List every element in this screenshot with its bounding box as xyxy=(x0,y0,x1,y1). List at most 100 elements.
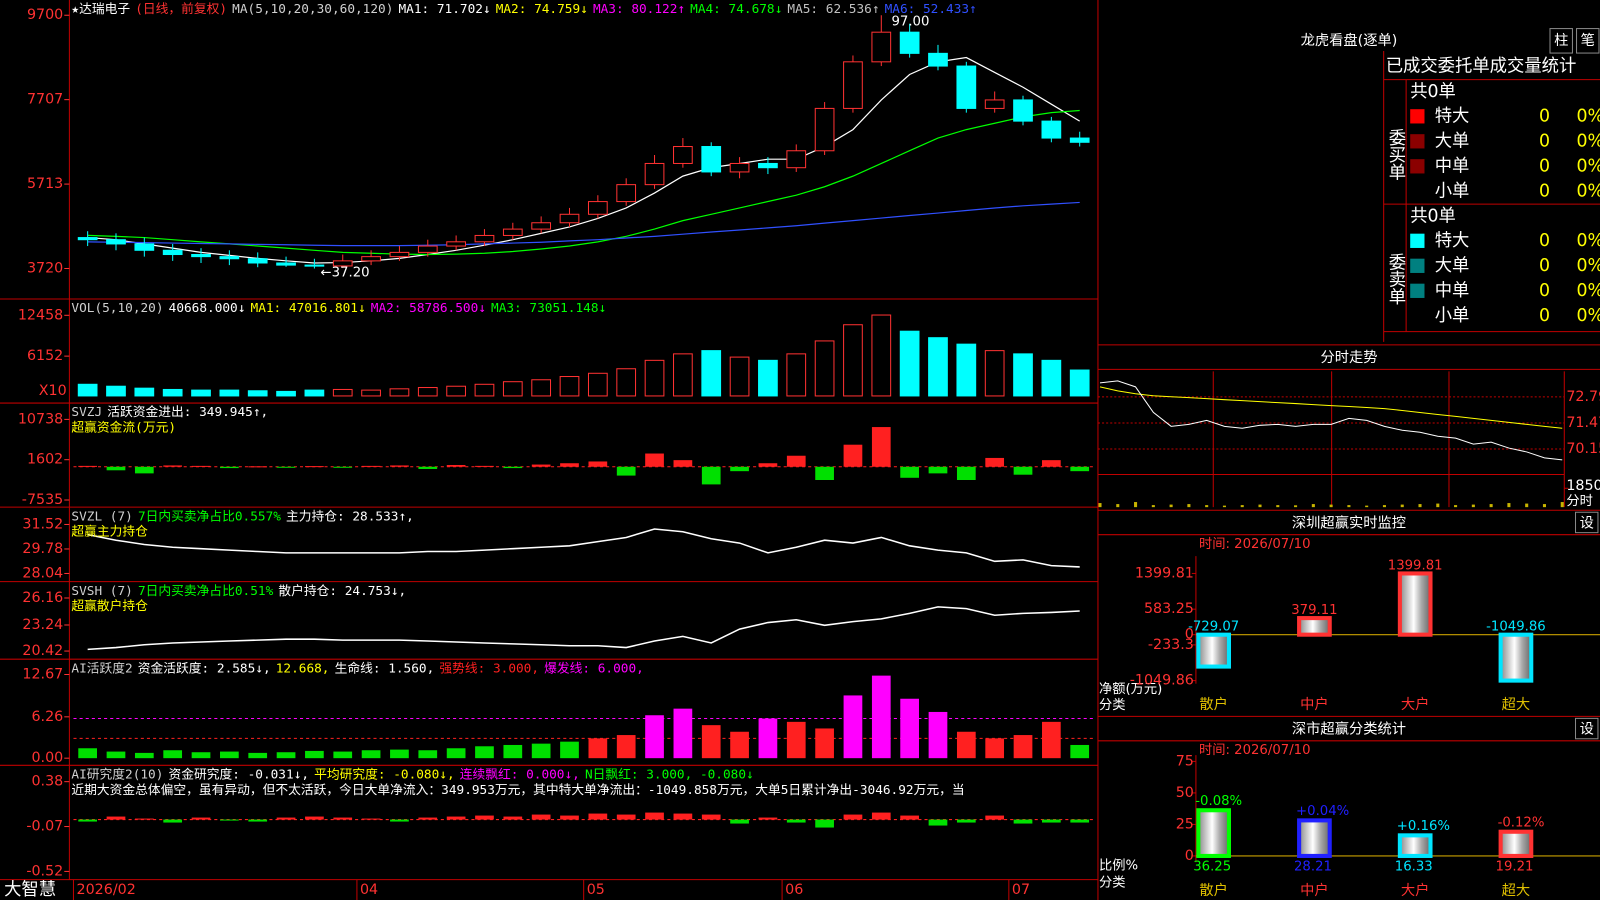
row-percent: 0% xyxy=(1577,281,1600,301)
legend-swatch xyxy=(1410,233,1425,248)
header-item: SVSH (7) xyxy=(71,583,132,598)
volume-bar xyxy=(814,340,835,397)
bar xyxy=(1397,833,1433,858)
candle-body xyxy=(134,243,155,251)
volume-bar xyxy=(871,314,892,397)
bar xyxy=(588,461,608,467)
volume-bar xyxy=(1471,504,1475,508)
volume-bar xyxy=(1311,504,1315,508)
row-percent: 0% xyxy=(1577,306,1600,326)
line xyxy=(87,528,1080,568)
header-item: MA1: 71.702↓ xyxy=(398,2,490,17)
candle-body xyxy=(701,146,722,173)
y-tick-label: -233.3 xyxy=(1148,637,1194,653)
x-tick-label: 2026/02 xyxy=(77,882,136,898)
x-tick-label: 超大 xyxy=(1502,882,1531,899)
bar xyxy=(758,463,778,467)
row-percent: 0% xyxy=(1577,181,1600,201)
bar xyxy=(673,708,693,759)
volume-bar xyxy=(162,388,183,397)
volume-bar xyxy=(956,343,977,397)
volume-bar xyxy=(191,389,211,397)
button[interactable] xyxy=(1575,511,1599,534)
candle-body xyxy=(1013,99,1033,122)
candle-body xyxy=(191,254,211,258)
panel-header: SVZJ 活跃资金进出: 349.945↑, xyxy=(71,404,268,420)
y-tick-label: -7535 xyxy=(22,492,63,508)
bar xyxy=(106,816,126,820)
bar xyxy=(786,721,806,759)
y-tick-label: 20.42 xyxy=(22,643,63,659)
section-title: 深圳超赢实时监控 xyxy=(1292,514,1406,531)
button-label[interactable]: 设 xyxy=(1580,514,1594,531)
button-label[interactable]: 笔 xyxy=(1581,32,1595,49)
line xyxy=(87,606,1080,651)
bar xyxy=(1498,632,1534,683)
bar xyxy=(276,817,296,820)
volume-bar xyxy=(1240,505,1244,508)
bar xyxy=(276,752,296,759)
button-label[interactable]: 柱 xyxy=(1554,32,1568,49)
bar xyxy=(758,718,778,759)
bar xyxy=(588,813,608,820)
volume-bar xyxy=(361,389,381,397)
bar xyxy=(305,816,324,820)
bar xyxy=(1297,818,1332,858)
volume-bar xyxy=(1013,353,1033,397)
button-label[interactable]: 设 xyxy=(1580,721,1594,738)
change-label: +0.16% xyxy=(1397,819,1450,834)
bar xyxy=(531,464,551,467)
volume-bar xyxy=(1365,505,1369,508)
main-chart: 97.00 ←37.20 ★达瑞电子 (日线，前复权) MA(5,10,20,30,60… xyxy=(71,1,1094,828)
panel-subtitle: 已成交委托单成交量统计 xyxy=(1386,56,1577,76)
row-label: 小单 xyxy=(1435,306,1470,326)
candle-body xyxy=(417,245,438,253)
button[interactable] xyxy=(1575,717,1599,740)
volume-bar xyxy=(389,388,410,397)
y-axis-label: 比例% xyxy=(1099,857,1138,873)
bar xyxy=(503,466,523,469)
bar xyxy=(786,455,806,467)
brand: 大智慧 xyxy=(4,880,56,900)
legend-swatch xyxy=(1410,283,1425,298)
header-item: 7日内买卖净占比0.557% xyxy=(138,508,281,524)
volume-bar xyxy=(1507,503,1511,508)
volume-bar xyxy=(446,385,466,397)
button[interactable] xyxy=(1549,28,1573,54)
bar xyxy=(1196,632,1231,669)
header-item: N日飘红: 3.000, -0.080↓ xyxy=(585,766,754,782)
row-volume: 0 xyxy=(1539,306,1550,326)
candle-body xyxy=(247,258,268,264)
bar xyxy=(758,817,778,820)
candle-body xyxy=(332,260,353,267)
bar xyxy=(900,698,919,759)
bar xyxy=(871,812,891,820)
bar xyxy=(531,814,551,820)
bar xyxy=(730,819,749,824)
bar xyxy=(730,731,749,759)
x-tick-label: 大户 xyxy=(1401,882,1430,899)
y-tick-label: 29.78 xyxy=(22,541,63,557)
bar xyxy=(475,815,494,820)
value-label: -1049.86 xyxy=(1486,620,1546,635)
ma-line xyxy=(87,201,1080,247)
button[interactable] xyxy=(1576,28,1600,54)
bar xyxy=(333,751,353,759)
header-item: (日线，前复权) xyxy=(135,1,227,17)
bar xyxy=(531,743,551,759)
row-label: 中单 xyxy=(1435,156,1470,176)
volume-bar xyxy=(1454,505,1458,508)
bar xyxy=(503,744,523,759)
x-tick-label: 中户 xyxy=(1300,696,1329,713)
bar xyxy=(390,465,409,467)
annotation: ←37.20 xyxy=(321,266,370,281)
candle-body xyxy=(106,239,126,245)
bar xyxy=(1042,819,1061,823)
change-label: -0.08% xyxy=(1195,794,1242,809)
bar xyxy=(985,457,1005,467)
candle-body xyxy=(219,256,240,260)
bar xyxy=(248,752,268,759)
header-item: 12.668, xyxy=(276,661,330,676)
panel-header: SVSH (7) 7日内买卖净占比0.51% 散户持仓: 24.753↓, xyxy=(71,582,406,598)
volume-bar xyxy=(1347,505,1351,508)
